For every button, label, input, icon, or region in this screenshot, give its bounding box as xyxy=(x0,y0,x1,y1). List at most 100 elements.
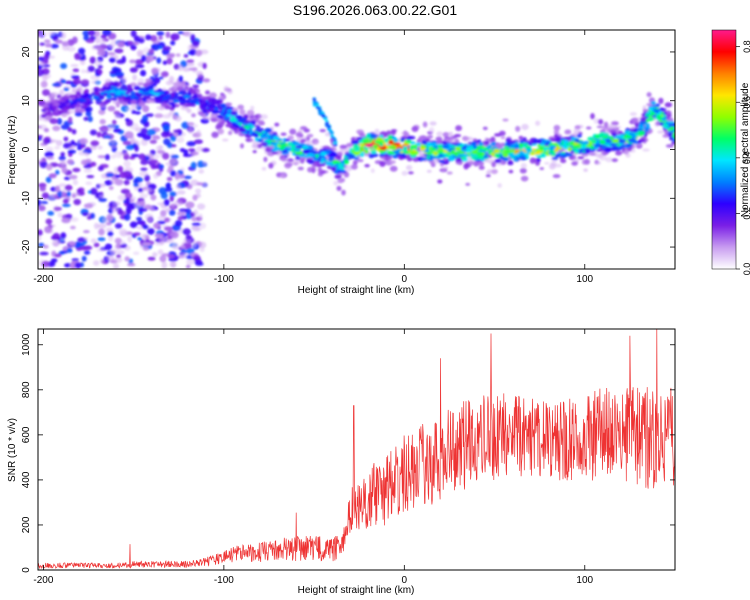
spectrogram-cell xyxy=(659,122,665,126)
spectrogram-cell xyxy=(615,150,623,156)
spectrogram-cell xyxy=(137,187,143,193)
spectrogram-cell xyxy=(410,144,415,148)
spectrogram-cell xyxy=(177,215,184,221)
spectrogram-cell xyxy=(80,159,88,166)
spectrogram-cell xyxy=(249,120,257,125)
spectrogram-cell xyxy=(99,103,105,107)
spectrogram-cell xyxy=(428,127,435,134)
spectrogram-cell xyxy=(43,244,49,249)
spectrogram-cell xyxy=(548,150,556,153)
spectrogram-cell xyxy=(202,116,211,121)
spectrogram-cell xyxy=(145,153,153,157)
spectrogram-cell xyxy=(281,152,288,155)
spectrogram-cell xyxy=(658,107,664,112)
spectrogram-cell xyxy=(90,80,100,84)
spectrogram-cell xyxy=(110,154,116,159)
spectrogram-cell xyxy=(611,145,619,151)
spectrogram-cell xyxy=(70,63,79,68)
spectrogram-cell xyxy=(56,118,63,125)
spectrogram-cell xyxy=(136,49,144,57)
spectrogram-cell xyxy=(167,53,176,58)
spectrogram-cell xyxy=(455,125,463,132)
snr-y-tick-label: 400 xyxy=(21,471,32,488)
spectrogram-cell xyxy=(80,69,86,74)
spectrogram-cell xyxy=(263,156,268,163)
spectrogram-cell xyxy=(142,224,149,230)
spectrogram-cell xyxy=(190,34,196,42)
spectrogram-cell xyxy=(125,144,135,151)
spectrogram-cell xyxy=(339,169,346,173)
spectrogram-cell xyxy=(132,74,137,81)
spectrogram-cell xyxy=(46,156,55,160)
spectrogram-cell xyxy=(124,197,131,205)
spectrogram-cell xyxy=(134,111,141,115)
spectrogram-cell xyxy=(288,161,296,165)
spectrogram-cell xyxy=(312,162,318,167)
spectrogram-cell xyxy=(75,242,85,248)
spectrogram-cell xyxy=(419,147,426,151)
spectrogram-cell xyxy=(127,263,136,267)
spectrogram-cell xyxy=(109,139,117,145)
spectrogram-cell xyxy=(124,192,133,199)
spectrogram-cell xyxy=(238,127,247,133)
spectrogram-cell xyxy=(187,126,194,135)
spectrogram-cell xyxy=(83,164,93,169)
spectrogram-cell xyxy=(78,150,87,156)
spectrogram-cell xyxy=(442,132,449,138)
spectrogram-cell xyxy=(75,91,81,95)
spectrogram-cell xyxy=(130,153,140,158)
spectrogram-cell xyxy=(50,258,58,263)
spectrogram-cell xyxy=(194,139,203,145)
spectrogram-cell xyxy=(167,235,173,240)
spectrogram-cell xyxy=(158,237,165,245)
spectrogram-cell xyxy=(612,138,620,143)
spectrogram-cell xyxy=(169,191,177,197)
spectrogram-cell xyxy=(166,57,173,65)
spectrogram-cell xyxy=(484,141,490,145)
spectrogram-cell xyxy=(317,167,323,173)
spectrogram-cell xyxy=(442,152,448,156)
spectrogram-cell xyxy=(96,131,102,138)
spectrogram-cell xyxy=(222,138,229,142)
spectrogram-cell xyxy=(41,89,51,97)
spectrogram-cell xyxy=(60,250,69,254)
spectrogram-cell xyxy=(626,134,633,140)
spectrogram-cell xyxy=(336,185,342,191)
spectrogram-cell xyxy=(314,103,318,106)
spectrogram-cell xyxy=(429,121,437,126)
spectrogram-y-tick-label: 10 xyxy=(21,95,32,107)
spectrogram-cell xyxy=(508,140,517,144)
spectrogram-cell xyxy=(143,91,150,97)
spectrogram-cell xyxy=(341,189,346,196)
spectrogram-cell xyxy=(376,136,383,142)
spectrogram-cell xyxy=(190,103,196,107)
spectrogram-cell xyxy=(115,71,125,77)
spectrogram-cell xyxy=(226,114,233,117)
spectrogram-cell xyxy=(393,142,401,146)
spectrogram-cell xyxy=(190,90,197,95)
spectrogram-cell xyxy=(632,129,639,133)
spectrogram-x-tick-label: 100 xyxy=(576,274,593,285)
spectrogram-cell xyxy=(186,59,195,63)
spectrogram-cell xyxy=(173,200,183,207)
spectrogram-cell xyxy=(214,110,221,114)
spectrogram-cell xyxy=(192,93,199,98)
spectrogram-cell xyxy=(66,247,73,253)
spectrogram-cell xyxy=(669,137,674,141)
snr-y-axis: 0 200 400 600 800 1000 xyxy=(21,333,675,573)
spectrogram-cell xyxy=(388,139,394,145)
spectrogram-cell xyxy=(117,41,125,48)
spectrogram-cell xyxy=(170,170,177,177)
spectrogram-cell xyxy=(63,87,70,92)
spectrogram-cell xyxy=(97,165,104,171)
spectrogram-cell xyxy=(166,176,173,182)
spectrogram-cell xyxy=(140,138,148,146)
spectrogram-cell xyxy=(352,144,359,149)
spectrogram-cell xyxy=(108,185,114,191)
spectrogram-cell xyxy=(331,147,337,151)
spectrogram-cell xyxy=(482,126,488,131)
spectrogram-cell xyxy=(323,117,327,120)
snr-y-tick-label: 1000 xyxy=(21,333,32,356)
spectrogram-cell xyxy=(346,142,354,148)
spectrogram-cell xyxy=(110,178,118,185)
